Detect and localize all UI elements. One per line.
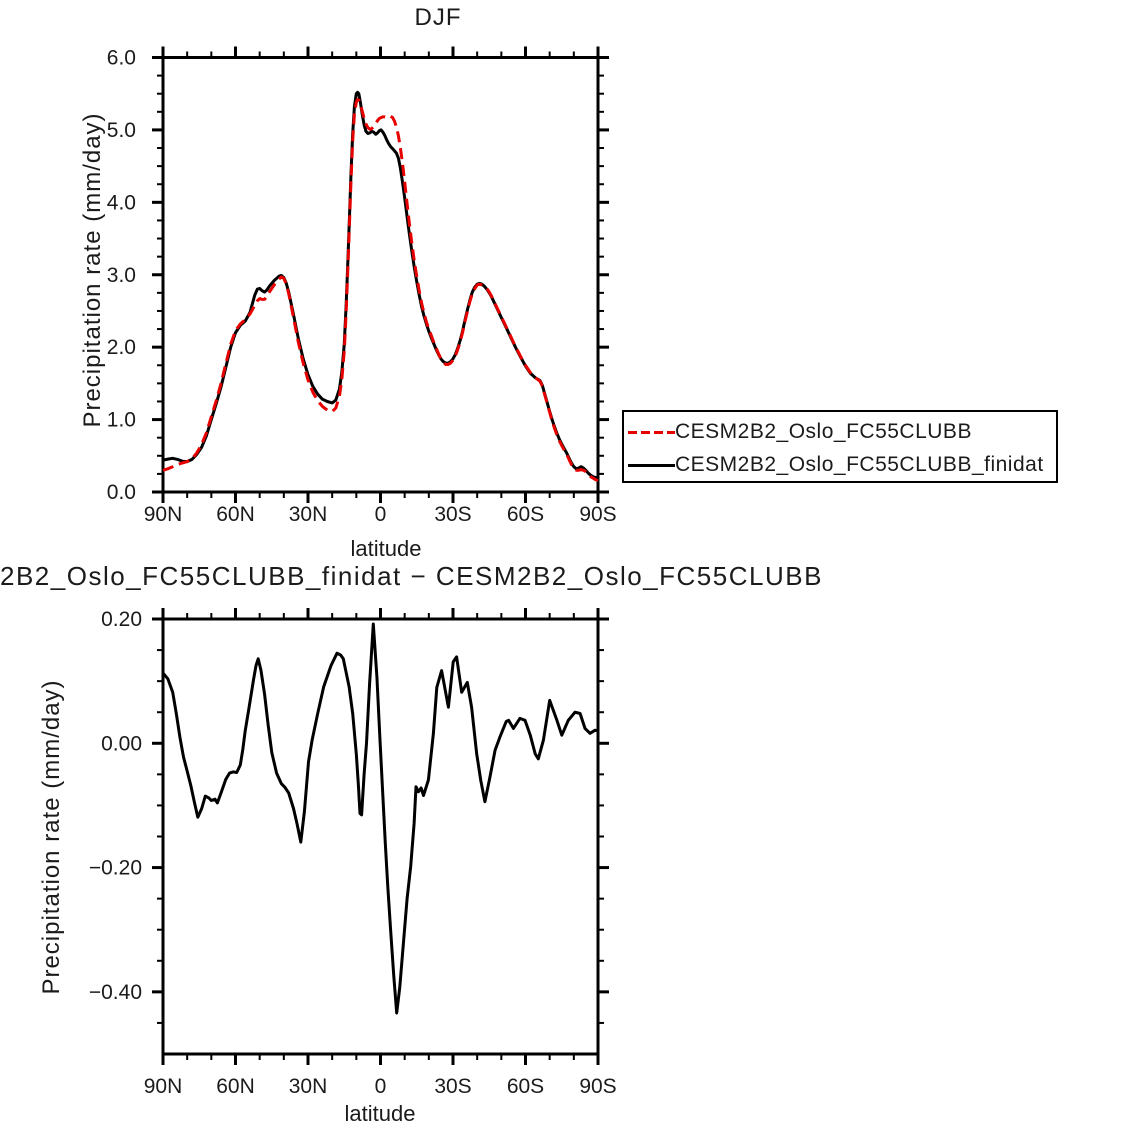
y-tick-label: 6.0 xyxy=(107,47,136,70)
x-tick-label: 0 xyxy=(375,1075,387,1098)
bottom-chart-xlabel: latitude xyxy=(344,1101,416,1126)
y-tick-label: −0.20 xyxy=(89,857,142,880)
y-tick-label: 5.0 xyxy=(107,119,136,142)
x-tick-label: 60S xyxy=(507,503,544,526)
y-tick-label: 1.0 xyxy=(107,409,136,432)
y-tick-label: 0.00 xyxy=(101,732,142,755)
x-tick-label: 0 xyxy=(375,503,387,526)
legend-label-black: CESM2B2_Oslo_FC55CLUBB_finidat xyxy=(675,453,1044,476)
x-tick-label: 60S xyxy=(507,1075,544,1098)
y-tick-label: 3.0 xyxy=(107,264,136,287)
y-tick-label: 0.20 xyxy=(101,608,142,631)
legend-box: CESM2B2_Oslo_FC55CLUBB CESM2B2_Oslo_FC55… xyxy=(622,410,1058,483)
x-tick-label: 30N xyxy=(289,503,328,526)
x-tick-label: 30S xyxy=(434,503,471,526)
x-tick-label: 30N xyxy=(289,1075,328,1098)
y-tick-label: 2.0 xyxy=(107,336,136,359)
x-tick-label: 90S xyxy=(579,503,616,526)
x-tick-label: 30S xyxy=(434,1075,471,1098)
x-tick-label: 90S xyxy=(579,1075,616,1098)
x-tick-label: 90N xyxy=(144,503,183,526)
red-dashed-line-sample xyxy=(628,430,675,434)
top-chart-title: DJF xyxy=(414,4,462,31)
black-solid-line-sample xyxy=(628,463,675,467)
top-chart-xlabel: latitude xyxy=(350,536,422,561)
bottom-chart-ylabel: Precipitation rate (mm/day) xyxy=(38,679,65,995)
curve-red-dashed xyxy=(162,98,599,482)
legend-entry-red: CESM2B2_Oslo_FC55CLUBB xyxy=(628,420,972,444)
top-chart-ylabel: Precipitation rate (mm/day) xyxy=(79,112,106,428)
x-tick-label: 90N xyxy=(144,1075,183,1098)
curve-black-solid xyxy=(161,622,600,1015)
x-tick-label: 60N xyxy=(216,1075,255,1098)
legend-entry-black: CESM2B2_Oslo_FC55CLUBB_finidat xyxy=(628,453,1044,477)
bottom-chart-title: 2B2_Oslo_FC55CLUBB_finidat − CESM2B2_Osl… xyxy=(0,561,823,591)
x-tick-label: 60N xyxy=(216,503,255,526)
y-tick-label: −0.40 xyxy=(89,981,142,1004)
curve-black-solid xyxy=(161,90,600,480)
y-tick-label: 4.0 xyxy=(107,191,136,214)
legend-label-red: CESM2B2_Oslo_FC55CLUBB xyxy=(675,420,972,443)
y-tick-label: 0.0 xyxy=(107,481,136,504)
